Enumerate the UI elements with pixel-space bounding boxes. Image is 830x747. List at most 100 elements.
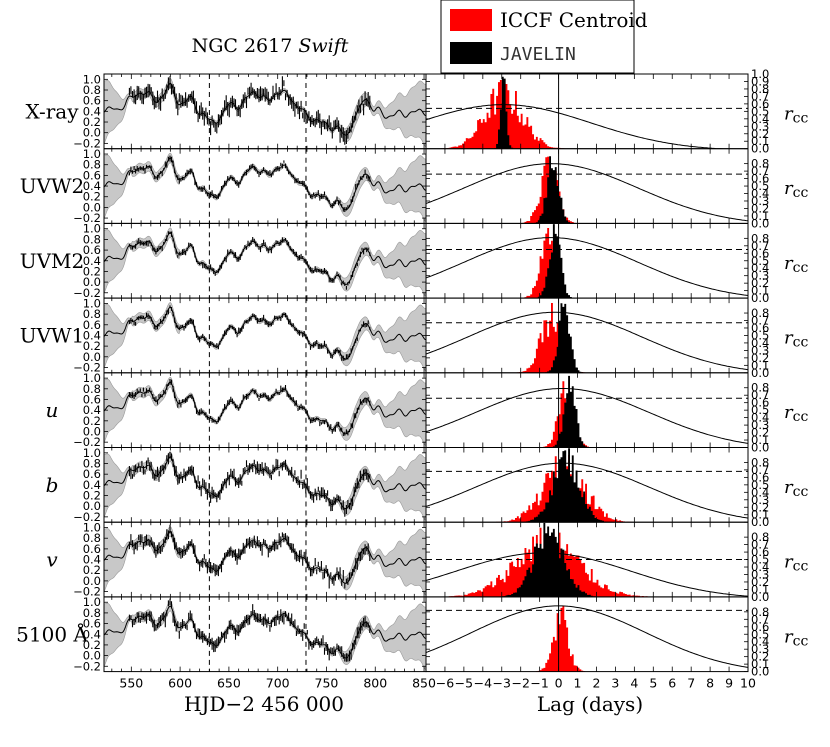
y-tick-label: 0.0 (83, 200, 101, 214)
lag-tick-label: 7 (687, 676, 695, 691)
panel-4: u−0.20.00.20.40.60.81.00.00.10.20.30.40.… (46, 371, 809, 454)
rcc-tick-label: 0.7 (751, 463, 769, 477)
rcc-tick-label: 0.0 (751, 142, 769, 156)
light-curve-area (104, 376, 426, 447)
rcc-tick-label: 0.8 (751, 157, 769, 171)
y-tick-label: −0.2 (73, 286, 101, 300)
gp-uncertainty-band (104, 152, 426, 223)
rcc-tick-label: 0.6 (751, 321, 769, 335)
rcc-tick-label: 0.2 (751, 201, 769, 215)
light-curve-area (104, 598, 426, 671)
y-tick-label: 1.0 (83, 371, 101, 385)
rcc-tick-label: 0.1 (751, 582, 769, 596)
panel-6: v−0.20.00.20.40.60.81.00.00.10.20.30.40.… (46, 521, 808, 604)
rcc-tick-label: 0.8 (751, 530, 769, 544)
rcc-tick-label: 0.2 (751, 276, 769, 290)
rcc-tick-label: 0.3 (751, 493, 769, 507)
y-tick-label: 0.6 (83, 542, 101, 556)
ccf-curve (426, 163, 748, 222)
rcc-tick-label: 0.4 (751, 485, 769, 499)
rcc-tick-label: 0.7 (751, 388, 769, 402)
band-label: UVW1 (20, 323, 85, 347)
y-tick-label: 0.8 (83, 531, 101, 545)
observed-data-points (128, 231, 371, 290)
lag-tick-label: 10 (740, 676, 756, 691)
rcc-tick-label: 0.6 (751, 172, 769, 186)
y-tick-label: 0.4 (83, 179, 101, 193)
lag-area (426, 375, 748, 448)
rcc-tick-label: 0.1 (751, 508, 769, 522)
y-tick-label: 0.4 (83, 328, 101, 342)
legend-label-javelin: JAVELIN (500, 44, 576, 65)
rcc-tick-label: 0.6 (751, 470, 769, 484)
rcc-tick-label: 0.7 (751, 612, 769, 626)
y-tick-label: 1.0 (83, 222, 101, 236)
lag-tick-label: 2 (592, 676, 600, 691)
rcc-tick-label: 0.3 (751, 269, 769, 283)
rcc-axis-label: rcc (784, 402, 808, 425)
y-tick-label: 0.4 (83, 627, 101, 641)
rcc-tick-label: 0.8 (751, 306, 769, 320)
y-tick-label: −0.2 (73, 585, 101, 599)
rcc-tick-label: 0.1 (751, 358, 769, 372)
lag-area (426, 303, 748, 373)
right-panel-frame (425, 596, 749, 673)
y-tick-label: 0.8 (83, 307, 101, 321)
time-tick-label: 850 (412, 676, 436, 691)
rcc-axis-label: rcc (784, 103, 808, 126)
rcc-tick-label: 0.7 (751, 314, 769, 328)
rcc-tick-label: 0.2 (751, 500, 769, 514)
y-tick-label: 1.0 (83, 521, 101, 535)
time-tick-label: 550 (119, 676, 143, 691)
y-tick-label: 0.0 (83, 350, 101, 364)
lag-area (426, 448, 748, 523)
rcc-tick-label: 0.8 (751, 231, 769, 245)
y-tick-label: 0.4 (83, 403, 101, 417)
rcc-tick-label: 0.6 (751, 620, 769, 634)
rcc-tick-label: 0.0 (751, 515, 769, 529)
iccf-histogram (516, 303, 586, 373)
rcc-tick-label: 0.6 (751, 246, 769, 260)
light-curve-area (104, 76, 426, 148)
rcc-tick-label: 0.2 (751, 127, 769, 141)
right-panel-frame (425, 372, 749, 448)
rcc-tick-label: 0.4 (751, 560, 769, 574)
rcc-tick-label: 0.8 (751, 605, 769, 619)
gp-uncertainty-band (104, 600, 426, 671)
y-tick-label: 0.4 (83, 104, 101, 118)
rcc-tick-label: 0.2 (751, 351, 769, 365)
rcc-tick-label: 0.0 (751, 665, 769, 679)
rcc-tick-label: 0.1 (751, 657, 769, 671)
lag-tick-label: −1 (530, 676, 548, 691)
y-tick-label: 0.2 (83, 339, 101, 353)
y-tick-label: 0.8 (83, 158, 101, 172)
y-tick-label: −0.2 (73, 510, 101, 524)
rcc-tick-label: 0.3 (751, 194, 769, 208)
javelin-histogram (551, 375, 589, 448)
javelin-histogram (522, 448, 612, 523)
lag-tick-label: 1 (574, 676, 582, 691)
rcc-tick-label: 0.0 (751, 216, 769, 230)
observed-data-points (128, 155, 371, 212)
light-curve-area (104, 302, 426, 372)
rcc-tick-label: 0.0 (751, 590, 769, 604)
y-tick-label: 0.4 (83, 553, 101, 567)
rcc-axis-label: rcc (784, 552, 808, 575)
rcc-tick-label: 0.2 (751, 426, 769, 440)
rcc-tick-label: 0.2 (751, 575, 769, 589)
rcc-tick-label: 0.5 (751, 403, 769, 417)
lag-tick-label: −5 (455, 676, 473, 691)
light-curve-area (104, 524, 426, 596)
lag-tick-label: −6 (436, 676, 454, 691)
y-tick-label: 0.8 (83, 606, 101, 620)
y-tick-label: 0.2 (83, 190, 101, 204)
rcc-tick-label: 0.5 (751, 328, 769, 342)
rcc-tick-label: 0.0 (751, 366, 769, 380)
panel-1: UVW2−0.20.00.20.40.60.81.00.00.10.20.30.… (20, 147, 809, 230)
y-tick-label: −0.2 (73, 211, 101, 225)
rcc-tick-label: 0.1 (751, 209, 769, 223)
rcc-tick-label: 0.5 (751, 104, 769, 118)
y-tick-label: 0.8 (83, 232, 101, 246)
rcc-tick-label: 0.3 (751, 119, 769, 133)
y-tick-label: −0.2 (73, 360, 101, 374)
